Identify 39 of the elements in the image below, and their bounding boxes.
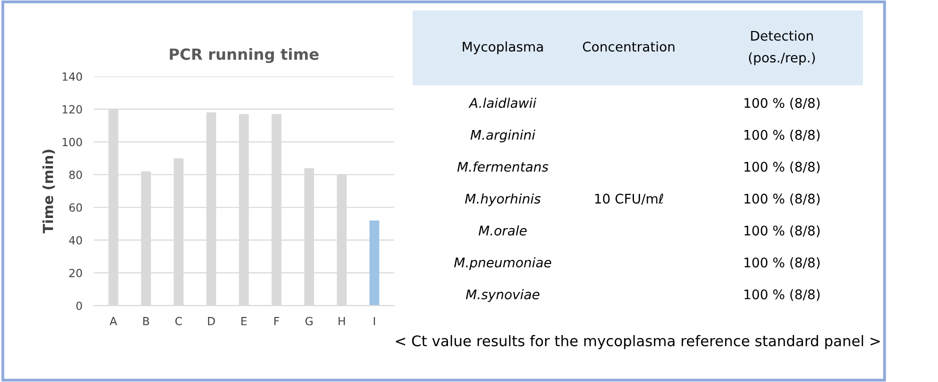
text: M.synoviae <box>466 289 540 302</box>
text: M.orale <box>478 225 527 236</box>
text: 100 % (8/8) <box>744 225 820 238</box>
text: 100 % (8/8) <box>744 162 820 174</box>
y-tick-label: 0 <box>76 302 82 310</box>
x-tick-label: F <box>274 317 280 326</box>
y-tick-label: 80 <box>69 170 82 180</box>
text: Concentration <box>582 41 674 52</box>
text: 10 CFU/mℓ <box>595 194 664 205</box>
text: Mycoplasma <box>462 41 543 54</box>
y-tick-label: 120 <box>62 105 82 114</box>
text: M.fermentans <box>457 162 548 172</box>
text: 100 % (8/8) <box>744 130 820 142</box>
bar <box>369 220 380 306</box>
y-tick-label: 40 <box>69 236 82 244</box>
text: Detection (pos./rep.) <box>749 30 815 66</box>
x-tick-label: C <box>175 316 182 326</box>
x-tick-label: B <box>143 317 150 326</box>
chart-title: PCR running time <box>170 48 319 64</box>
x-tick-label: A <box>110 317 118 326</box>
x-tick-label: E <box>241 317 247 326</box>
text: 100 % (8/8) <box>744 289 820 301</box>
text: A.laidlawii <box>468 98 536 108</box>
text: M.pneumoniae <box>454 257 552 270</box>
y-tick-label: 100 <box>62 138 82 146</box>
x-tick-label: I <box>374 317 375 326</box>
text: 100 % (8/8) <box>744 257 820 270</box>
x-tick-label: H <box>338 317 345 326</box>
y-axis-title: Time (min) <box>42 150 55 234</box>
text: M.arginini <box>470 130 536 142</box>
y-tick-label: 60 <box>69 203 82 212</box>
y-tick-label: 140 <box>62 72 82 81</box>
x-tick-label: D <box>208 317 215 326</box>
x-tick-label: G <box>305 316 313 326</box>
text: 100 % (8/8) <box>744 193 820 206</box>
text: M.hyorhinis <box>465 193 541 206</box>
text: < Ct value results for the mycoplasma reference standard panel > <box>396 335 880 350</box>
text: 100 % (8/8) <box>744 98 820 110</box>
y-tick-label: 20 <box>69 268 82 278</box>
